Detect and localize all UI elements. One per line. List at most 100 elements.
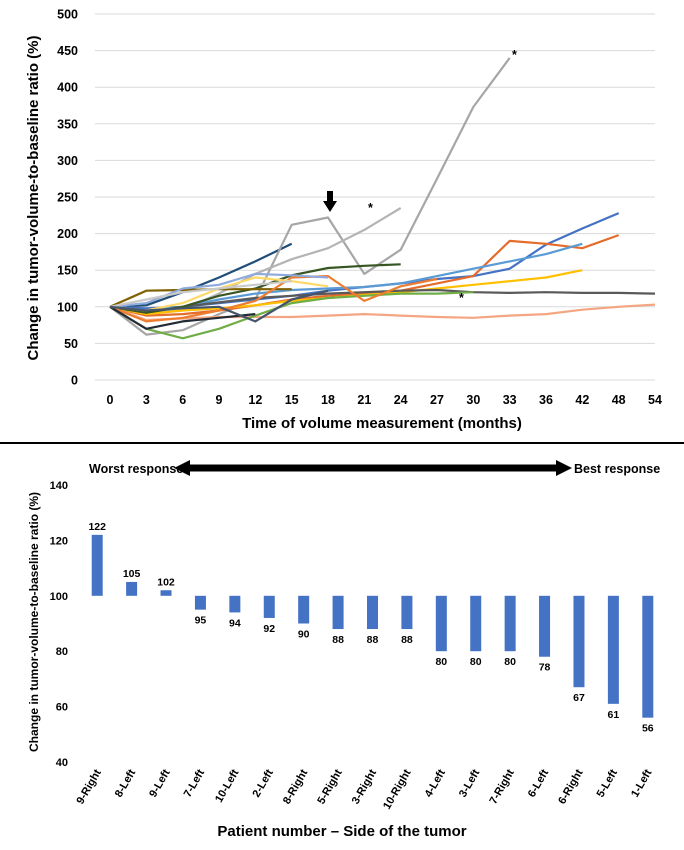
bar <box>607 595 619 704</box>
y-tick-label: 200 <box>57 227 78 241</box>
y-tick-label: 450 <box>57 44 78 58</box>
bar-chart-x-axis-title: Patient number – Side of the tumor <box>217 823 466 840</box>
bar <box>470 595 482 652</box>
series-line-6 <box>109 242 583 312</box>
x-tick-label: 9-Left <box>147 767 173 799</box>
bar <box>229 595 241 613</box>
bar <box>126 581 138 596</box>
line-chart-x-ticks: 0 3 6 9 12 15 18 21 24 27 30 33 36 42 48 54 <box>107 393 662 407</box>
series-line-18 <box>109 289 329 323</box>
series-line-10 <box>109 291 474 340</box>
x-tick-label: 9-Right <box>74 767 104 806</box>
y-tick-label: 150 <box>57 264 78 278</box>
x-tick-label: 30 <box>466 393 480 407</box>
x-tick-label: 3-Left <box>457 767 483 799</box>
bar <box>160 590 172 596</box>
response-arrow <box>174 460 572 476</box>
bar-chart-bars: 122 105 102 95 94 92 90 88 88 88 80 80 80 78 67 61 56 <box>88 521 653 735</box>
x-tick-label: 8-Right <box>281 767 311 806</box>
y-tick-label: 250 <box>57 191 78 205</box>
asterisk-marker-3: * <box>459 291 464 305</box>
bar-value-label: 88 <box>332 634 344 646</box>
bar-value-label: 92 <box>263 623 275 635</box>
x-tick-label: 24 <box>394 393 408 407</box>
bar-value-label: 90 <box>298 629 310 641</box>
highlight-arrow <box>323 191 337 212</box>
bar <box>435 595 447 652</box>
bar-value-label: 67 <box>573 692 585 704</box>
bar-value-label: 88 <box>367 634 379 646</box>
series-line-17 <box>109 280 292 308</box>
bar <box>263 595 275 618</box>
bar <box>573 595 585 688</box>
line-chart-x-axis-title: Time of volume measurement (months) <box>242 415 522 432</box>
x-tick-label: 3-Right <box>350 767 380 806</box>
line-chart-gridlines <box>95 13 655 381</box>
bar-value-label: 102 <box>157 576 175 588</box>
x-tick-label: 8-Left <box>113 767 139 799</box>
series-line-2 <box>109 57 511 336</box>
bar <box>504 595 516 652</box>
bar-value-label: 94 <box>229 617 241 629</box>
x-tick-label: 2-Left <box>250 767 276 799</box>
bar <box>367 595 378 630</box>
bar-chart-y-axis-title: Change in tumor-volume-to-baseline ratio… <box>27 492 41 752</box>
bar-value-label: 80 <box>504 656 516 668</box>
bar-value-label: 105 <box>123 568 141 580</box>
asterisk-marker-1: * <box>368 201 373 215</box>
bar <box>91 534 103 596</box>
bar-value-label: 56 <box>642 723 654 735</box>
x-tick-label: 42 <box>575 393 589 407</box>
bar <box>332 595 344 630</box>
series-line-5 <box>109 234 620 317</box>
bar-value-label: 122 <box>88 521 106 533</box>
x-tick-label: 18 <box>321 393 335 407</box>
x-tick-label: 54 <box>648 393 662 407</box>
x-tick-label: 6 <box>179 393 186 407</box>
bar <box>194 595 206 610</box>
x-tick-label: 7-Left <box>182 767 208 799</box>
x-tick-label: 48 <box>612 393 626 407</box>
x-tick-label: 1-Left <box>629 767 655 799</box>
best-response-label: Best response <box>574 462 660 476</box>
y-tick-label: 140 <box>50 480 68 492</box>
x-tick-label: 10-Right <box>381 767 414 811</box>
bar <box>401 595 413 630</box>
worst-response-label: Worst response <box>89 462 183 476</box>
x-tick-label: 33 <box>503 393 517 407</box>
bar-value-label: 95 <box>195 615 207 627</box>
line-chart-series <box>109 57 656 340</box>
bar-chart-x-ticks: 9-Right 8-Left 9-Left 7-Left 10-Left 2-Left 8-… <box>74 767 654 811</box>
bar <box>539 595 551 657</box>
x-tick-label: 4-Left <box>423 767 449 799</box>
bar-value-label: 78 <box>539 662 551 674</box>
series-line-13 <box>109 275 438 323</box>
y-tick-label: 40 <box>56 757 68 769</box>
series-line-8 <box>109 288 656 314</box>
x-tick-label: 0 <box>107 393 114 407</box>
series-line-9 <box>109 303 656 322</box>
x-tick-label: 6-Right <box>556 767 586 806</box>
x-tick-label: 27 <box>430 393 444 407</box>
bar-value-label: 88 <box>401 634 413 646</box>
bar-value-label: 80 <box>435 656 447 668</box>
series-line-1 <box>109 242 293 308</box>
bar-value-label: 80 <box>470 656 482 668</box>
x-tick-label: 6-Left <box>526 767 552 799</box>
line-chart-y-axis-title: Change in tumor-volume-to-baseline ratio… <box>25 35 42 360</box>
y-tick-label: 100 <box>57 300 78 314</box>
x-tick-label: 12 <box>248 393 262 407</box>
series-line-15 <box>109 272 329 308</box>
y-tick-label: 50 <box>64 337 78 351</box>
x-tick-label: 5-Right <box>315 767 345 806</box>
y-tick-label: 80 <box>56 646 68 658</box>
y-tick-label: 350 <box>57 117 78 131</box>
x-tick-label: 9 <box>216 393 223 407</box>
y-tick-label: 120 <box>50 535 68 547</box>
y-tick-label: 300 <box>57 154 78 168</box>
y-tick-label: 0 <box>71 374 78 388</box>
x-tick-label: 21 <box>357 393 371 407</box>
x-tick-label: 15 <box>285 393 299 407</box>
asterisk-marker-2: * <box>512 48 517 62</box>
